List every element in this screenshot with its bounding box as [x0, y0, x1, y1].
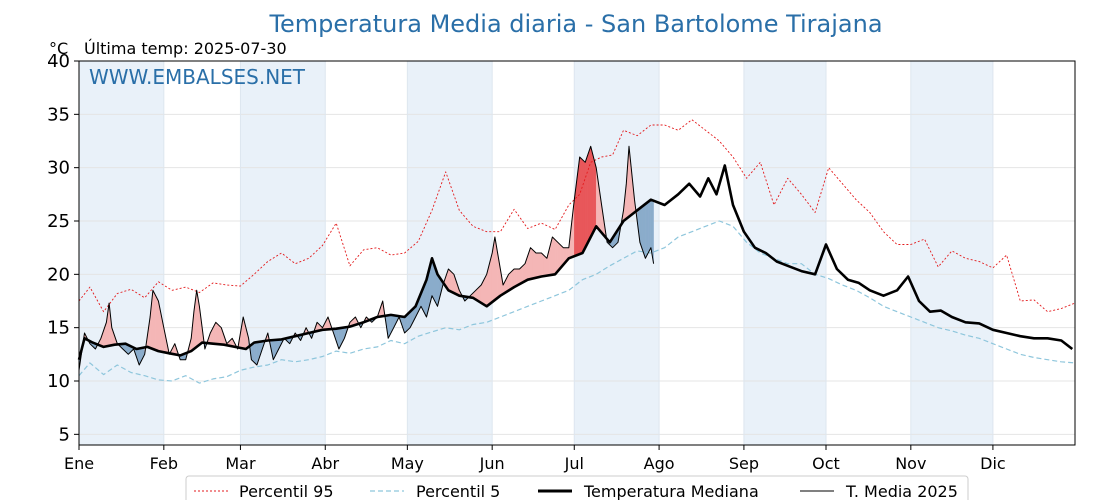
x-tick-label: Nov: [895, 454, 926, 473]
x-tick-label: Dic: [980, 454, 1006, 473]
fill-above-median: [448, 268, 452, 293]
unit-label: °C: [49, 39, 68, 58]
x-tick-label: May: [391, 454, 424, 473]
month-band: [910, 61, 993, 445]
legend-label-current: T. Media 2025: [845, 482, 958, 500]
y-tick-label: 5: [59, 424, 70, 445]
chart-title: Temperatura Media diaria - San Bartolome…: [268, 10, 882, 38]
month-band: [743, 61, 826, 445]
x-tick-label: Mar: [225, 454, 256, 473]
line-temperatura-mediana: [77, 164, 1074, 361]
x-tick-label: Jul: [564, 454, 584, 473]
legend-box: [185, 475, 969, 500]
fill-above-median: [579, 156, 583, 255]
x-tick-label: Ene: [64, 454, 94, 473]
x-axis: Ene Feb Mar Abr May Jun Jul Ago Sep Oct Nov Dic: [64, 445, 1006, 473]
watermark: WWW.EMBALSES.NET: [89, 65, 306, 89]
plot-frame: [78, 60, 1076, 446]
series-lines: [77, 119, 1076, 384]
fill-above-median: [541, 252, 545, 277]
x-tick-label: Abr: [311, 454, 339, 473]
y-tick-label: 10: [47, 371, 70, 392]
fill-above-median: [552, 236, 556, 276]
month-band: [240, 61, 326, 445]
y-tick-label: 25: [47, 211, 70, 232]
x-tick-label: Feb: [150, 454, 178, 473]
fill-above-median: [450, 271, 455, 294]
line-percentil-5: [78, 220, 1076, 384]
y-tick-label: 40: [47, 51, 70, 72]
x-tick-label: Oct: [812, 454, 840, 473]
x-tick-label: Ago: [644, 454, 675, 473]
fill-above-median: [155, 295, 159, 352]
y-tick-label: 15: [47, 318, 70, 339]
fill-below-median: [253, 341, 258, 366]
fill-above-median: [582, 159, 586, 254]
legend-label-p95: Percentil 95: [239, 482, 334, 500]
legend-label-p5: Percentil 5: [416, 482, 500, 500]
fill-above-median: [554, 239, 558, 275]
fill-above-median: [152, 290, 156, 351]
y-tick-label: 30: [47, 158, 70, 179]
fill-above-median: [585, 154, 589, 248]
fill-above-median: [590, 146, 594, 238]
fill-above-median: [544, 255, 548, 277]
y-axis: 5 10 15 20 25 30 35 40: [47, 51, 79, 445]
x-tick-label: Jun: [479, 454, 505, 473]
fill-above-median: [530, 247, 534, 280]
fill-above-median: [538, 252, 542, 278]
last-temp-label: Última temp: 2025-07-30: [84, 39, 287, 58]
legend: Percentil 95 Percentil 5 Temperatura Med…: [185, 475, 969, 500]
month-band: [407, 61, 493, 445]
fill-above-median: [587, 146, 591, 243]
fill-above-median: [533, 249, 537, 279]
fill-below-median: [647, 199, 652, 254]
month-band: [79, 61, 164, 445]
legend-label-median: Temperatura Mediana: [583, 482, 759, 500]
y-tick-label: 20: [47, 264, 70, 285]
y-tick-label: 35: [47, 104, 70, 125]
fill-above-median: [215, 321, 219, 345]
fill-below-median: [645, 201, 649, 259]
x-tick-label: Sep: [729, 454, 759, 473]
fill-above-median: [535, 252, 539, 278]
